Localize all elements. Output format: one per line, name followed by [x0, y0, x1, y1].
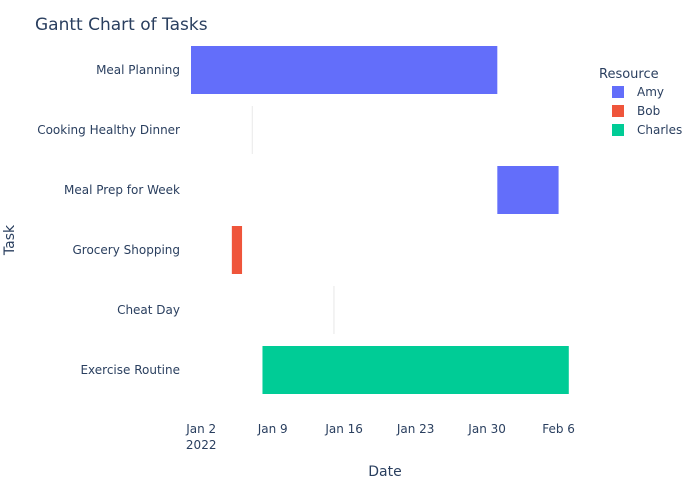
legend-entry-label: Amy: [637, 85, 664, 99]
x-tick-label: Feb 6: [542, 422, 575, 436]
legend-title: Resource: [599, 67, 659, 82]
legend: Resource Amy Bob Charles: [599, 67, 682, 137]
x-tick-label: Jan 9: [257, 422, 288, 436]
legend-swatch: [612, 86, 624, 98]
y-tick-label: Meal Prep for Week: [64, 183, 180, 197]
y-tick-label: Cheat Day: [117, 303, 180, 317]
x-tick-label: Jan 30: [467, 422, 506, 436]
gantt-bar: [191, 46, 498, 94]
y-tick-label: Meal Planning: [96, 63, 180, 77]
x-axis-tick-labels: Jan 2 2022 Jan 9 Jan 16 Jan 23 Jan 30 Feb 6: [185, 422, 575, 452]
y-tick-label: Cooking Healthy Dinner: [37, 123, 180, 137]
x-axis-label: Date: [368, 464, 401, 480]
x-tick-label: Jan 2: [185, 422, 216, 436]
x-tick-label: Jan 23: [396, 422, 435, 436]
gantt-bar: [497, 166, 559, 214]
chart-title: Gantt Chart of Tasks: [35, 15, 208, 35]
y-tick-label: Exercise Routine: [80, 363, 180, 377]
gantt-bar: [262, 346, 569, 394]
y-axis-tick-labels: Meal Planning Cooking Healthy Dinner Meal …: [37, 63, 180, 377]
x-tick-year-label: 2022: [186, 438, 217, 452]
bar-layer: [191, 46, 569, 394]
x-tick-label: Jan 16: [324, 422, 363, 436]
legend-entry-label: Charles: [637, 123, 682, 137]
gantt-bar: [231, 226, 243, 274]
y-axis-label: Task: [2, 224, 18, 256]
y-tick-label: Grocery Shopping: [73, 243, 181, 257]
legend-entry-label: Bob: [637, 104, 660, 118]
legend-swatch: [612, 124, 624, 136]
legend-swatch: [612, 105, 624, 117]
